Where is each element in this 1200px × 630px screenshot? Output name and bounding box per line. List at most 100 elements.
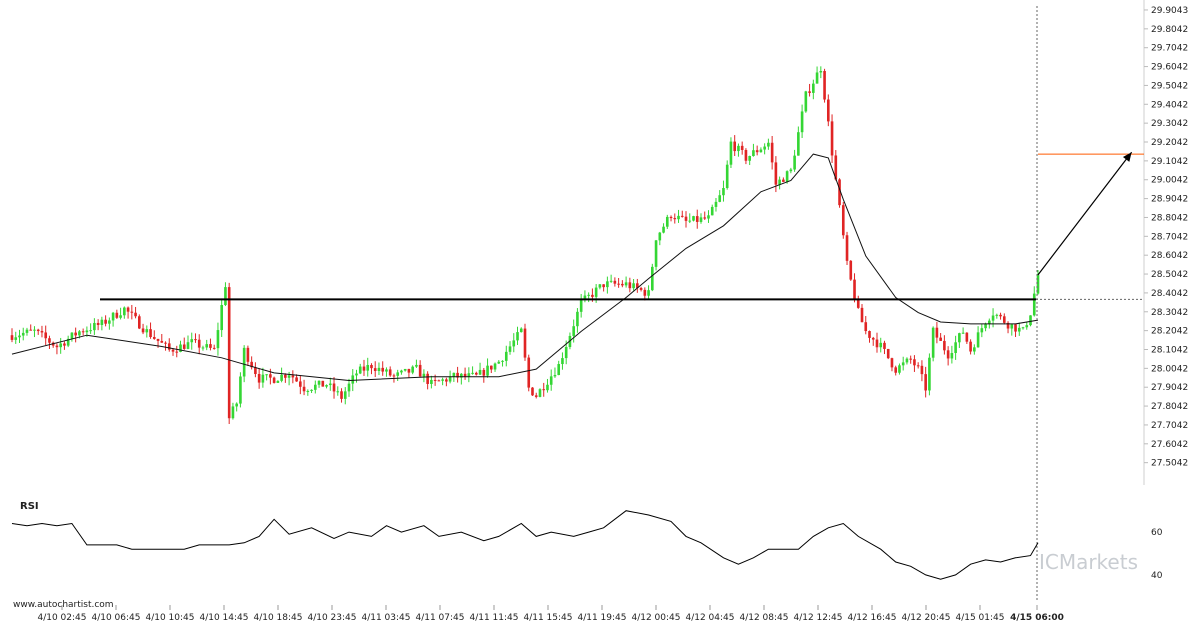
candle-bullish [33,326,36,338]
candle-bearish [673,213,677,224]
candle-bullish [415,359,418,368]
candle-bullish [725,160,729,190]
candle-bearish [636,278,639,293]
price-tick-label: 27.6042 [1151,440,1188,450]
candle-bullish [958,332,961,348]
candle-bullish [519,327,523,333]
candle-bearish [257,368,261,389]
candle-bearish [138,314,141,330]
candle-bearish [130,304,134,320]
candle-bullish [460,373,463,385]
candle-bullish [692,215,695,222]
candle-bullish [411,365,414,375]
candle-bearish [628,277,632,293]
candle-bearish [141,323,145,335]
candle-bearish [29,324,33,331]
candle-bearish [482,367,486,383]
candle-bullish [763,143,766,155]
time-tick-label: 4/10 02:45 [37,613,86,623]
candle-bullish [538,388,542,398]
candle-bearish [134,306,137,319]
candle-bullish [699,213,703,224]
candle-bearish [212,344,216,350]
candle-bullish [336,386,340,396]
candle-bullish [261,367,265,388]
candle-bullish [677,209,680,223]
candle-bearish [126,306,130,319]
candle-bearish [864,316,868,335]
candle-bearish [924,366,927,398]
candle-bearish [886,348,890,360]
candle-bearish [284,373,287,383]
candle-bullish [954,335,957,360]
time-tick-label: 4/15 01:45 [955,613,1004,623]
candle-bullish [501,360,504,367]
candle-bullish [441,377,444,386]
price-tick-label: 28.1042 [1151,345,1188,355]
time-tick-label: 4/12 08:45 [739,613,788,623]
candle-bearish [332,377,336,399]
candle-bullish [767,138,770,150]
candle-bullish [100,316,104,331]
candle-bearish [437,379,441,382]
candle-bearish [407,368,411,378]
candle-bearish [602,284,605,292]
time-tick-label: 4/11 15:45 [523,613,572,623]
candle-bullish [497,360,501,364]
time-tick-label: 4/11 11:45 [469,613,518,623]
candle-bullish [976,326,980,348]
candle-bearish [362,359,366,376]
candle-bullish [961,327,965,334]
candle-bullish [722,180,725,202]
candle-bearish [302,379,306,396]
candle-bearish [755,145,759,156]
rsi-panel: RSI 60 40 ICMarkets [11,501,1163,581]
candle-bearish [388,366,392,377]
candle-bullish [928,353,931,396]
candle-bullish [1029,315,1032,327]
candle-bearish [475,371,478,376]
candle-bearish [770,135,774,170]
candle-bullish [512,333,516,353]
price-tick-label: 27.5042 [1151,459,1188,469]
candle-bearish [48,335,51,350]
candle-bullish [422,369,426,383]
price-tick-label: 28.9042 [1151,195,1188,205]
candle-bullish [347,378,351,397]
candle-bullish [879,337,883,353]
autochartist-credit: www.autochartist.com [13,600,114,610]
candle-bullish [486,358,489,378]
candle-bullish [587,292,590,303]
candle-bullish [242,345,246,383]
candle-bullish [819,66,823,79]
candle-bullish [190,332,194,350]
candle-bullish [317,380,321,388]
candle-bearish [965,332,969,344]
candle-bullish [111,311,115,327]
candle-bullish [430,375,433,389]
candle-bearish [175,345,179,358]
candle-bearish [883,340,886,355]
candle-bullish [25,327,29,336]
time-tick-label: 4/10 10:45 [145,613,194,623]
time-axis-ticks: 4/10 02:45 4/10 06:45 4/10 10:45 4/10 14:45… [37,605,1064,623]
moving-average-line [11,153,1039,382]
candle-bearish [617,278,620,288]
price-tick-label: 28.6042 [1151,251,1188,261]
candle-bearish [149,322,152,339]
candle-bearish [733,135,737,157]
candle-bullish [812,79,815,100]
candle-bearish [639,286,643,292]
candle-bullish [553,367,557,378]
candle-bullish [789,167,793,174]
candle-bearish [340,388,343,403]
candle-bearish [381,361,385,376]
candle-bullish [224,282,227,307]
candle-bullish [710,204,714,216]
price-tick-label: 27.8042 [1151,402,1188,412]
candle-bullish [609,274,613,283]
candle-bullish [313,380,317,394]
candle-bullish [276,380,280,384]
candle-bullish [201,345,205,351]
projection-arrow-line [1037,151,1133,276]
